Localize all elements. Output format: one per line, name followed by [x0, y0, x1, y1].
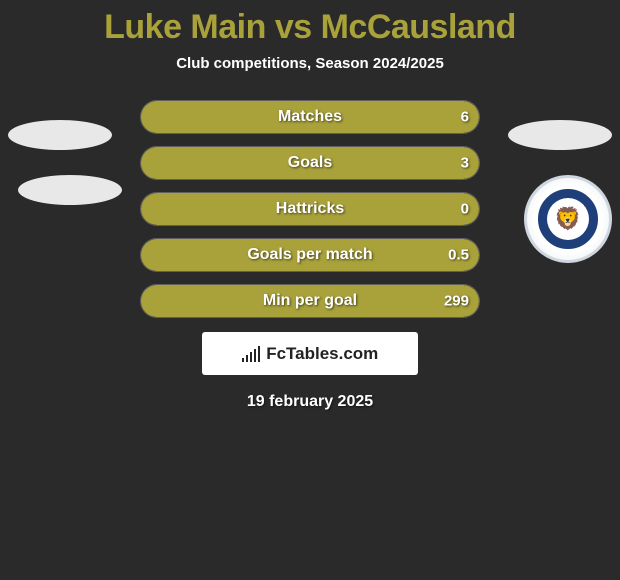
brand-text: FcTables.com — [266, 344, 378, 364]
brand-box[interactable]: FcTables.com — [202, 332, 418, 375]
stat-bar: Goals per match 0.5 — [140, 238, 480, 272]
stat-label: Min per goal — [263, 292, 357, 310]
player-right-club-crest: 🦁 — [524, 175, 612, 263]
stat-value-right: 6 — [461, 109, 469, 126]
stat-bar: Min per goal 299 — [140, 284, 480, 318]
brand-bars-icon — [242, 346, 261, 362]
stat-label: Matches — [278, 108, 342, 126]
player-left-avatar-placeholder — [8, 120, 112, 150]
stat-bar: Hattricks 0 — [140, 192, 480, 226]
player-left-club-placeholder — [18, 175, 122, 205]
comparison-panel: 🦁 Matches 6 Goals 3 Hattricks 0 Goals per matc… — [0, 100, 620, 411]
crest-core: 🦁 — [547, 198, 589, 240]
date-label: 19 february 2025 — [0, 393, 620, 411]
stat-value-right: 0 — [461, 201, 469, 218]
subtitle: Club competitions, Season 2024/2025 — [0, 55, 620, 72]
stat-value-right: 299 — [444, 293, 469, 310]
crest-ring: 🦁 — [538, 189, 598, 249]
stat-label: Hattricks — [276, 200, 344, 218]
stat-bar: Goals 3 — [140, 146, 480, 180]
stat-label: Goals per match — [247, 246, 372, 264]
stat-value-right: 3 — [461, 155, 469, 172]
lion-icon: 🦁 — [554, 206, 581, 232]
page-title: Luke Main vs McCausland — [0, 0, 620, 47]
stat-label: Goals — [288, 154, 332, 172]
stat-value-right: 0.5 — [448, 247, 469, 264]
stat-bar: Matches 6 — [140, 100, 480, 134]
player-right-avatar-placeholder — [508, 120, 612, 150]
brand-label: FcTables.com — [242, 344, 379, 364]
